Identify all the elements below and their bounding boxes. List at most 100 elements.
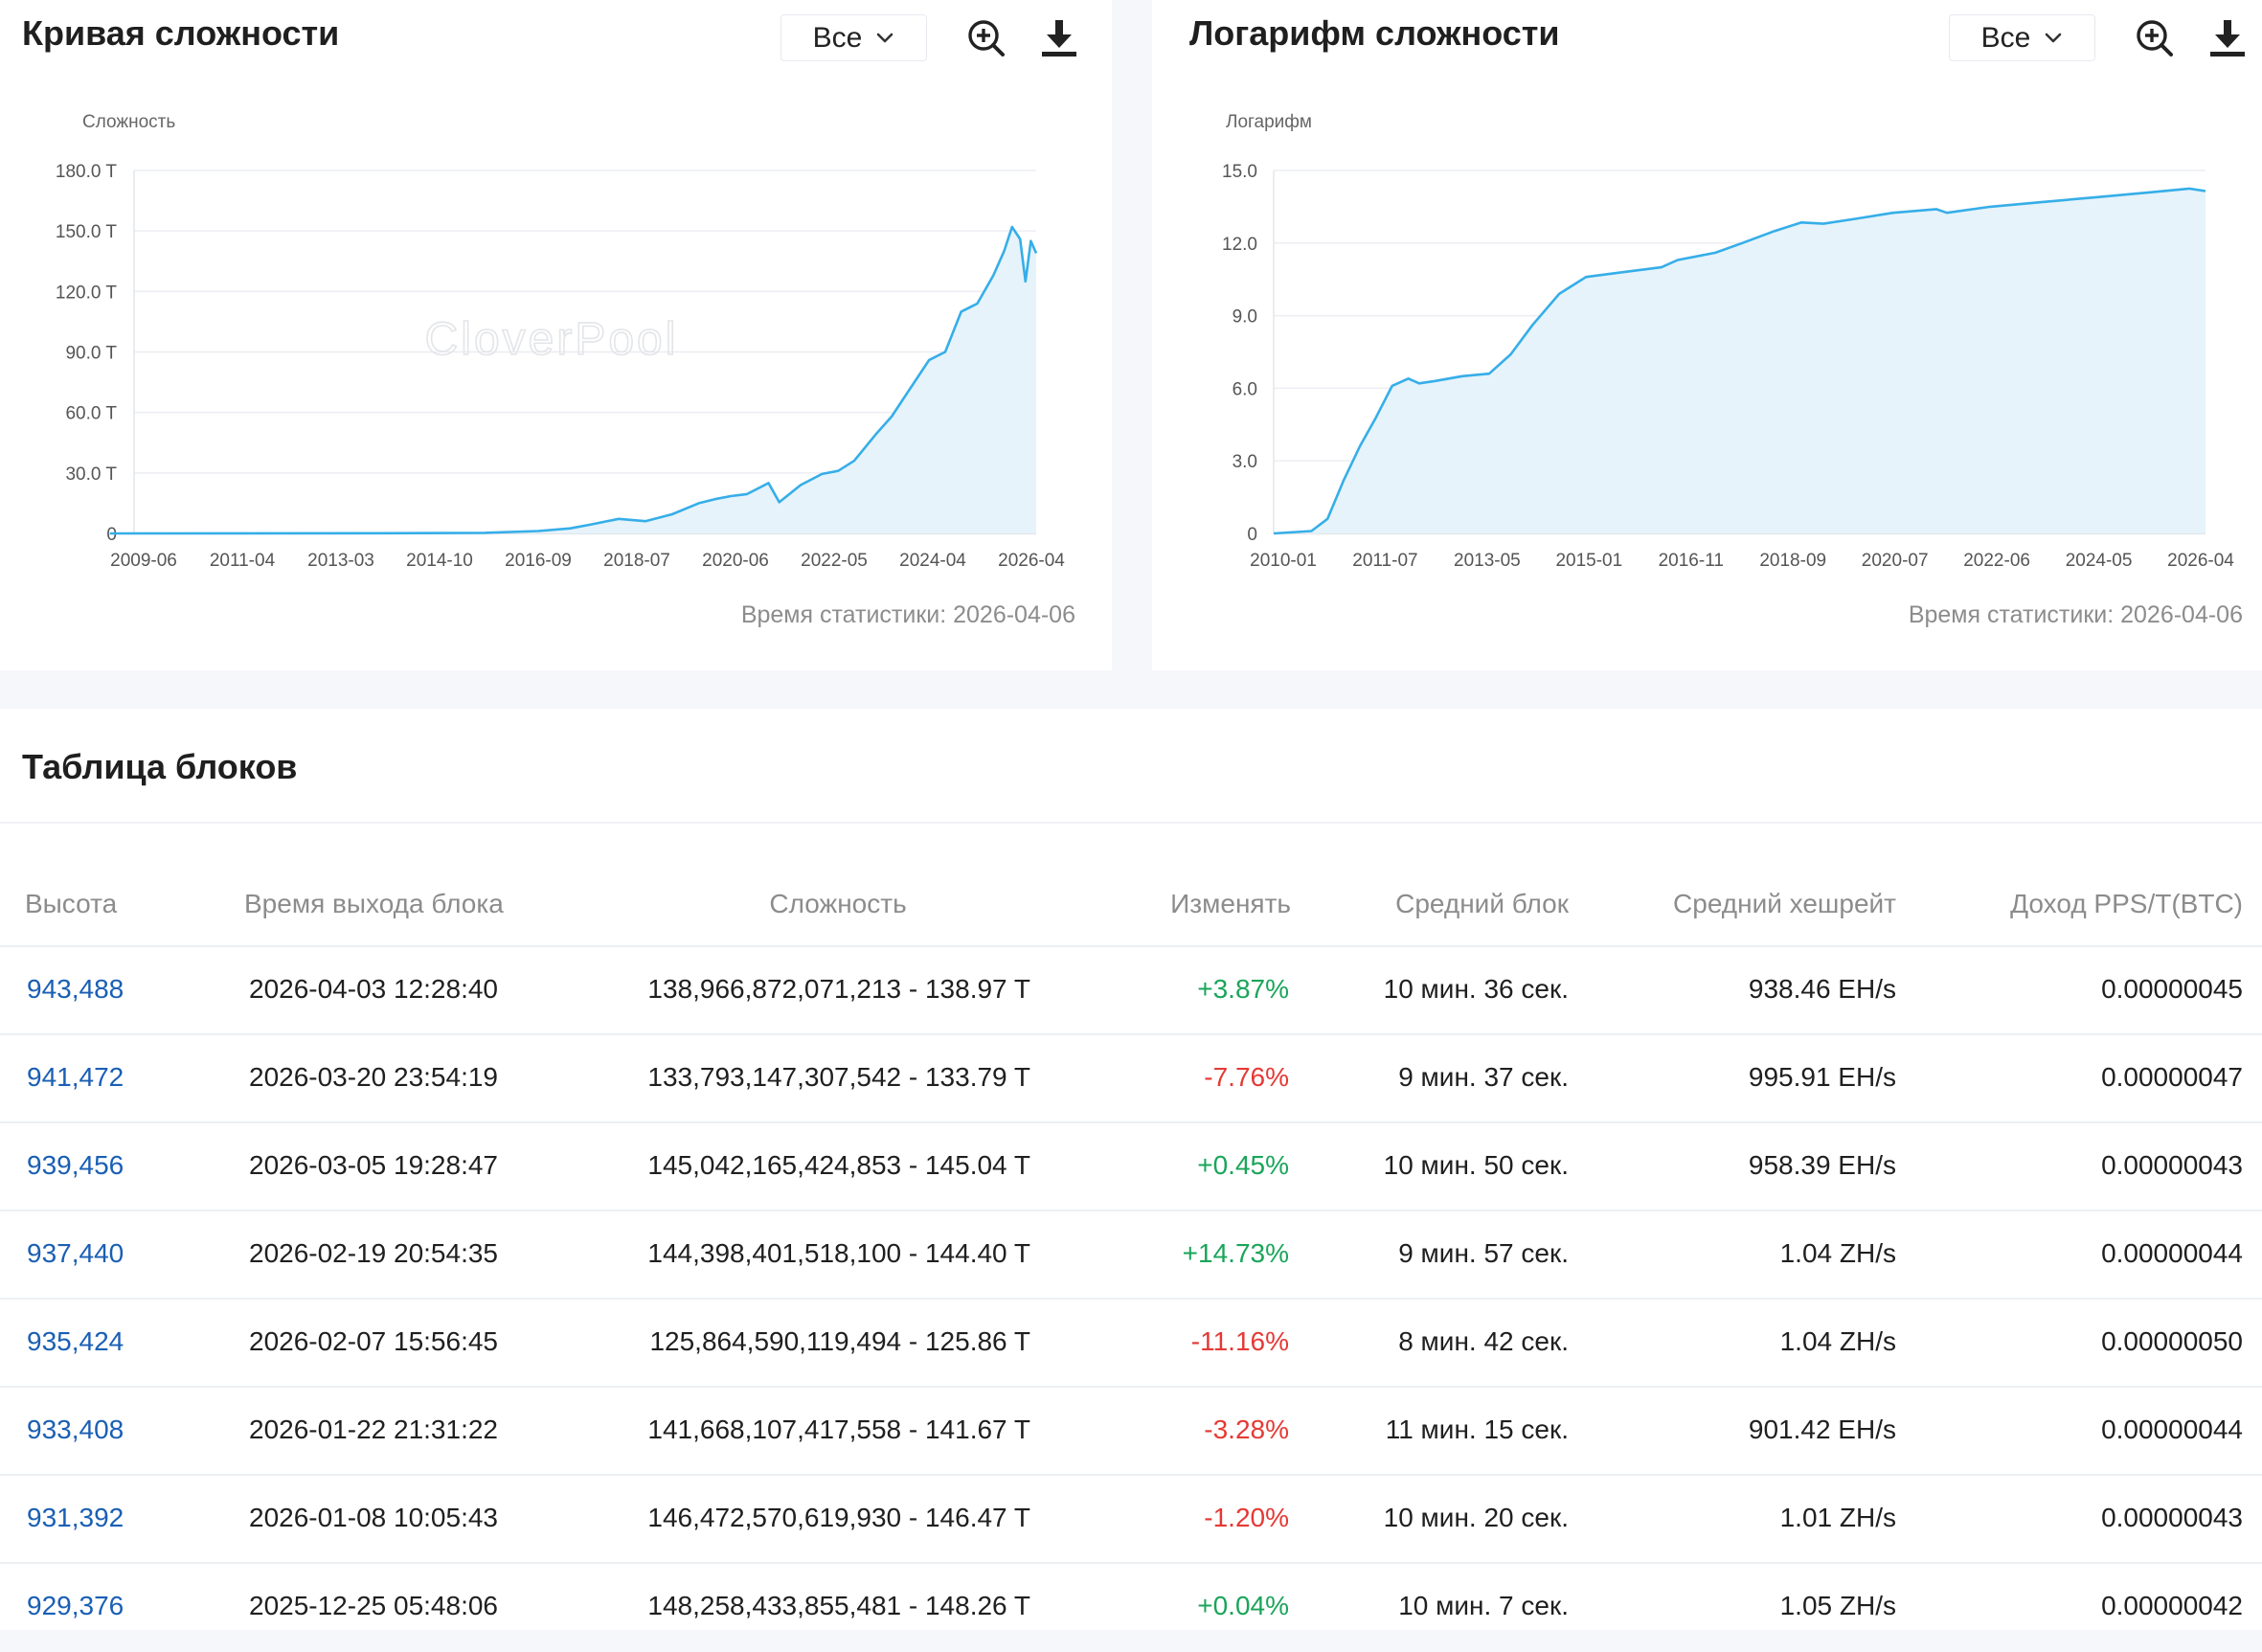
- y-tick-label: 90.0 T: [65, 344, 117, 364]
- pps-income: 0.00000045: [2101, 974, 2243, 1004]
- difficulty-log-card: Логарифм сложности Все Логарифм 0 3.0 6.0 9.…: [1152, 0, 2262, 670]
- stat-time: Время статистики: 2026-04-06: [1908, 601, 2243, 628]
- difficulty-change: -1.20%: [1204, 1503, 1289, 1532]
- x-tick-label: 2020-07: [1862, 551, 1929, 571]
- x-tick-label: 2011-07: [1352, 551, 1417, 571]
- y-tick-label: 180.0 T: [56, 162, 117, 182]
- x-tick-label: 2009-06: [110, 551, 177, 571]
- difficulty-change: +0.45%: [1197, 1150, 1289, 1180]
- block-time: 2026-02-07 15:56:45: [249, 1326, 498, 1356]
- avg-block-time: 10 мин. 7 сек.: [1398, 1591, 1569, 1620]
- x-tick-label: 2022-05: [801, 551, 868, 571]
- y-tick-label: 0: [106, 525, 117, 545]
- block-height-link[interactable]: 935,424: [27, 1326, 124, 1356]
- block-time: 2026-03-20 23:54:19: [249, 1062, 498, 1092]
- pps-income: 0.00000042: [2101, 1591, 2243, 1620]
- block-height-link[interactable]: 933,408: [27, 1414, 124, 1444]
- difficulty-change: +3.87%: [1197, 974, 1289, 1004]
- column-header-avg-hashrate: Средний хешрейт: [1673, 889, 1896, 918]
- table-header: Высота Время выхода блока Сложность Изме…: [0, 881, 2262, 927]
- block-time: 2026-01-08 10:05:43: [249, 1503, 498, 1532]
- avg-hashrate: 958.39 EH/s: [1748, 1150, 1896, 1180]
- difficulty-change: -7.76%: [1204, 1062, 1289, 1092]
- column-header-time: Время выхода блока: [244, 889, 504, 918]
- x-tick-label: 2026-04: [2167, 551, 2234, 571]
- y-tick-label: 3.0: [1233, 452, 1257, 472]
- x-tick-label: 2011-04: [210, 551, 276, 571]
- block-difficulty: 138,966,872,071,213 - 138.97 T: [647, 974, 1030, 1004]
- x-tick-label: 2013-05: [1454, 551, 1521, 571]
- avg-block-time: 11 мин. 15 сек.: [1385, 1414, 1569, 1444]
- x-tick-label: 2010-01: [1250, 551, 1317, 571]
- block-time: 2026-04-03 12:28:40: [249, 974, 498, 1004]
- block-height-link[interactable]: 937,440: [27, 1238, 124, 1268]
- y-tick-label: 15.0: [1222, 162, 1257, 182]
- x-tick-label: 2016-09: [505, 551, 572, 571]
- block-difficulty: 148,258,433,855,481 - 148.26 T: [647, 1591, 1030, 1620]
- avg-block-time: 9 мин. 57 сек.: [1398, 1238, 1569, 1268]
- x-tick-label: 2018-07: [603, 551, 670, 571]
- block-time: 2025-12-25 05:48:06: [249, 1591, 498, 1620]
- avg-block-time: 10 мин. 50 сек.: [1383, 1150, 1569, 1180]
- column-header-height: Высота: [25, 889, 118, 918]
- block-height-link[interactable]: 929,376: [27, 1591, 124, 1620]
- pps-income: 0.00000044: [2101, 1238, 2243, 1268]
- series-line: [109, 225, 1038, 535]
- avg-hashrate: 995.91 EH/s: [1748, 1062, 1896, 1092]
- avg-block-time: 8 мин. 42 сек.: [1398, 1326, 1569, 1356]
- pps-income: 0.00000047: [2101, 1062, 2243, 1092]
- x-tick-label: 2015-01: [1555, 551, 1622, 571]
- card-title: Кривая сложности: [22, 13, 340, 53]
- block-time: 2026-02-19 20:54:35: [249, 1238, 498, 1268]
- block-height-link[interactable]: 943,488: [27, 974, 124, 1004]
- avg-hashrate: 1.04 ZH/s: [1779, 1238, 1896, 1268]
- chevron-down-icon: [2046, 33, 2062, 42]
- avg-block-time: 10 мин. 36 сек.: [1383, 974, 1569, 1004]
- avg-hashrate: 1.05 ZH/s: [1779, 1591, 1896, 1620]
- range-select[interactable]: Все: [780, 14, 927, 61]
- divider: [0, 822, 2262, 824]
- column-header-avg-block: Средний блок: [1395, 889, 1569, 918]
- avg-hashrate: 938.46 EH/s: [1748, 974, 1896, 1004]
- download-icon[interactable]: [1038, 17, 1080, 59]
- difficulty-change: -11.16%: [1190, 1326, 1289, 1356]
- table-row: 937,440 2026-02-19 20:54:35 144,398,401,51…: [0, 1210, 2262, 1300]
- x-tick-label: 2018-09: [1759, 551, 1826, 571]
- block-time: 2026-03-05 19:28:47: [249, 1150, 498, 1180]
- y-tick-label: 30.0 T: [65, 464, 117, 485]
- difficulty-change: +0.04%: [1197, 1591, 1289, 1620]
- x-tick-label: 2013-03: [307, 551, 374, 571]
- avg-hashrate: 1.01 ZH/s: [1779, 1503, 1896, 1532]
- y-tick-label: 6.0: [1233, 379, 1257, 399]
- block-height-link[interactable]: 941,472: [27, 1062, 124, 1092]
- zoom-in-icon[interactable]: [2134, 17, 2176, 59]
- x-tick-label: 2022-06: [1963, 551, 2030, 571]
- zoom-in-icon[interactable]: [965, 17, 1007, 59]
- block-difficulty: 145,042,165,424,853 - 145.04 T: [647, 1150, 1030, 1180]
- block-height-link[interactable]: 939,456: [27, 1150, 124, 1180]
- download-icon[interactable]: [2206, 17, 2249, 59]
- block-difficulty: 144,398,401,518,100 - 144.40 T: [647, 1238, 1030, 1268]
- y-tick-label: 9.0: [1233, 307, 1257, 328]
- table-row: 931,392 2026-01-08 10:05:43 146,472,570,61…: [0, 1474, 2262, 1564]
- block-height-link[interactable]: 931,392: [27, 1503, 124, 1532]
- y-axis-title: Логарифм: [1226, 112, 1312, 132]
- table-row: 933,408 2026-01-22 21:31:22 141,668,107,41…: [0, 1386, 2262, 1476]
- avg-block-time: 10 мин. 20 сек.: [1383, 1503, 1569, 1532]
- y-tick-label: 120.0 T: [56, 283, 117, 303]
- table-title: Таблица блоков: [22, 747, 298, 786]
- y-axis-title: Сложность: [82, 112, 175, 132]
- series-area: [1274, 188, 2205, 533]
- block-difficulty: 146,472,570,619,930 - 146.47 T: [647, 1503, 1030, 1532]
- series-line: [1273, 187, 2206, 535]
- column-header-difficulty: Сложность: [769, 889, 907, 918]
- range-select[interactable]: Все: [1949, 14, 2095, 61]
- y-tick-label: 0: [1247, 525, 1257, 545]
- difficulty-curve-card: Кривая сложности Все Сложность 0 30.0 T 60.…: [0, 0, 1112, 670]
- difficulty-change: -3.28%: [1204, 1414, 1289, 1444]
- table-row: 941,472 2026-03-20 23:54:19 133,793,147,30…: [0, 1033, 2262, 1123]
- avg-block-time: 9 мин. 37 сек.: [1398, 1062, 1569, 1092]
- avg-hashrate: 1.04 ZH/s: [1779, 1326, 1896, 1356]
- y-tick-label: 60.0 T: [65, 404, 117, 424]
- block-difficulty: 133,793,147,307,542 - 133.79 T: [647, 1062, 1030, 1092]
